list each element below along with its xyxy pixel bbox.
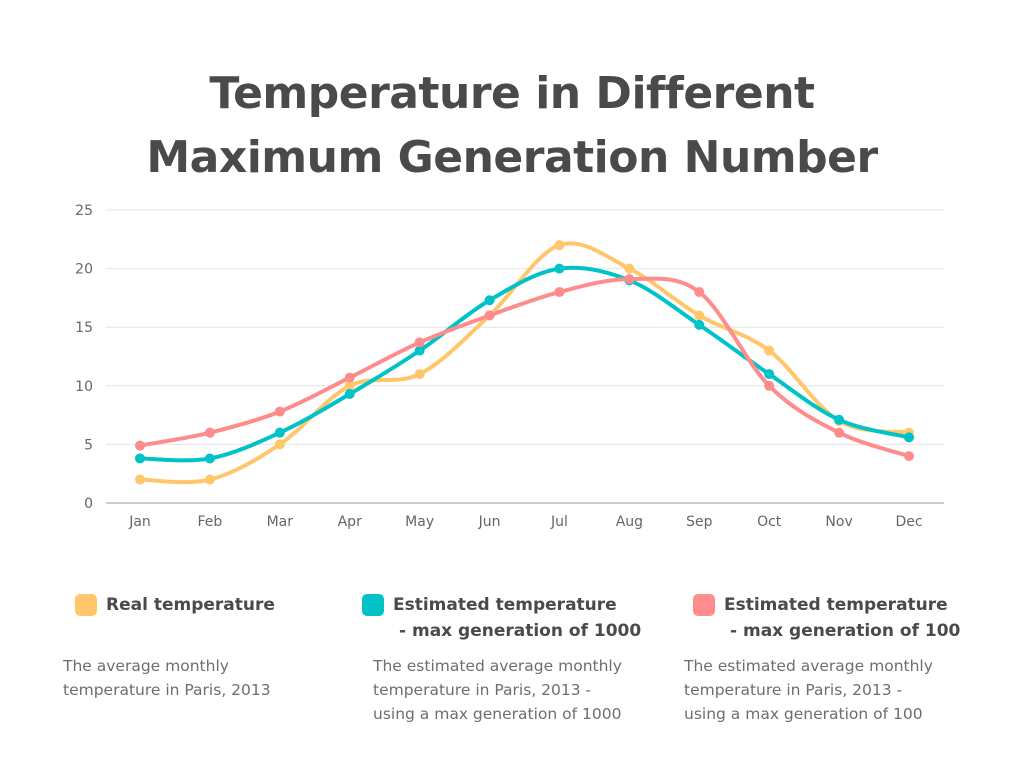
chart-title-line-1: Temperature in Different [209, 68, 815, 119]
legend-description-gen-100-line-2: temperature in Paris, 2013 - [684, 681, 903, 699]
legend-swatch-gen-100 [693, 594, 715, 616]
series-line-gen-100 [138, 276, 911, 459]
data-point-gen-1000 [904, 432, 914, 443]
legend-label-real-text: Real temperature [106, 595, 275, 615]
legend-label-gen-1000-line-2: - max generation of 1000 [399, 621, 642, 641]
data-point-gen-1000 [204, 453, 215, 464]
chart-title-line-2: Maximum Generation Number [146, 132, 878, 183]
x-tick-label: Dec [895, 514, 922, 530]
data-point-real [414, 369, 425, 380]
data-point-gen-1000 [484, 295, 495, 306]
data-point-gen-100 [764, 380, 775, 391]
data-point-gen-100 [834, 427, 845, 438]
legend-description-gen-1000-line-3: using a max generation of 1000 [373, 705, 622, 723]
data-point-gen-1000 [834, 414, 845, 425]
y-tick-label: 5 [84, 437, 93, 453]
legend-description-real: The average monthly temperature in Paris… [63, 654, 333, 702]
x-tick-label: Apr [338, 514, 362, 530]
legend-label-gen-1000: Estimated temperature - max generation o… [393, 592, 641, 644]
data-point-gen-1000 [414, 345, 425, 356]
series-line-gen-1000 [138, 265, 911, 463]
data-point-real [554, 240, 565, 251]
data-point-gen-1000 [764, 369, 775, 380]
y-tick-label: 20 [75, 262, 93, 278]
data-point-gen-100 [204, 427, 215, 438]
y-tick-label: 0 [84, 496, 93, 512]
chart-title: Temperature in Different Maximum Generat… [0, 62, 1024, 190]
legend-item-real: Real temperature The average monthly tem… [63, 592, 275, 699]
x-tick-label: Sep [686, 514, 713, 530]
legend-description-gen-1000-line-1: The estimated average monthly [373, 657, 622, 675]
legend-item-gen-1000: Estimated temperature - max generation o… [362, 592, 641, 723]
legend-label-gen-1000-line-1: Estimated temperature [393, 595, 617, 615]
legend-description-gen-1000-line-2: temperature in Paris, 2013 - [373, 681, 592, 699]
data-point-gen-1000 [274, 427, 285, 438]
data-point-gen-1000 [694, 319, 705, 330]
x-tick-label: Nov [825, 514, 852, 530]
line-chart: 0 5 10 15 20 25 Jan Feb Mar Apr May Jun Jul Aug Sep Oct… [75, 203, 944, 530]
legend-description-gen-1000: The estimated average monthly temperatur… [373, 654, 643, 726]
x-tick-label: Mar [267, 514, 294, 530]
data-point-real [274, 439, 285, 450]
data-point-gen-100 [484, 310, 495, 321]
data-point-real [694, 310, 705, 321]
x-tick-label: Aug [616, 514, 643, 530]
data-point-gen-100 [694, 287, 705, 298]
data-point-real [204, 474, 215, 485]
data-point-gen-100 [624, 274, 635, 285]
legend-swatch-real [75, 594, 97, 616]
data-point-gen-100 [554, 287, 565, 298]
data-point-real [135, 474, 145, 485]
x-tick-label: May [405, 514, 434, 530]
legend-label-gen-100-line-1: Estimated temperature [724, 595, 948, 615]
legend-label-gen-100-line-2: - max generation of 100 [730, 621, 961, 641]
legend-description-real-line-2: temperature in Paris, 2013 [63, 681, 271, 699]
data-point-gen-100 [904, 451, 914, 462]
legend-swatch-gen-1000 [362, 594, 384, 616]
y-tick-label: 10 [75, 379, 93, 395]
legend-description-gen-100: The estimated average monthly temperatur… [684, 654, 954, 726]
legend-label-real: Real temperature [106, 592, 275, 618]
y-tick-label: 25 [75, 203, 93, 219]
data-point-gen-100 [135, 440, 145, 451]
x-tick-label: Jul [550, 514, 568, 530]
x-tick-label: Jan [128, 514, 151, 530]
legend-description-gen-100-line-1: The estimated average monthly [684, 657, 933, 675]
data-point-gen-1000 [554, 263, 565, 274]
x-tick-label: Oct [757, 514, 782, 530]
legend-item-gen-100: Estimated temperature - max generation o… [684, 592, 960, 723]
data-point-gen-100 [274, 406, 285, 417]
x-tick-label: Jun [478, 514, 501, 530]
data-point-gen-100 [344, 372, 355, 383]
y-tick-label: 15 [75, 320, 93, 336]
data-point-gen-100 [414, 337, 425, 348]
x-tick-label: Feb [198, 514, 223, 530]
data-point-gen-1000 [135, 453, 145, 464]
legend-label-gen-100: Estimated temperature - max generation o… [724, 592, 960, 644]
legend-description-gen-100-line-3: using a max generation of 100 [684, 705, 923, 723]
data-point-real [624, 263, 635, 274]
legend-description-real-line-1: The average monthly [63, 657, 229, 675]
data-point-real [344, 380, 355, 391]
data-point-real [764, 345, 775, 356]
data-point-gen-1000 [344, 389, 355, 400]
